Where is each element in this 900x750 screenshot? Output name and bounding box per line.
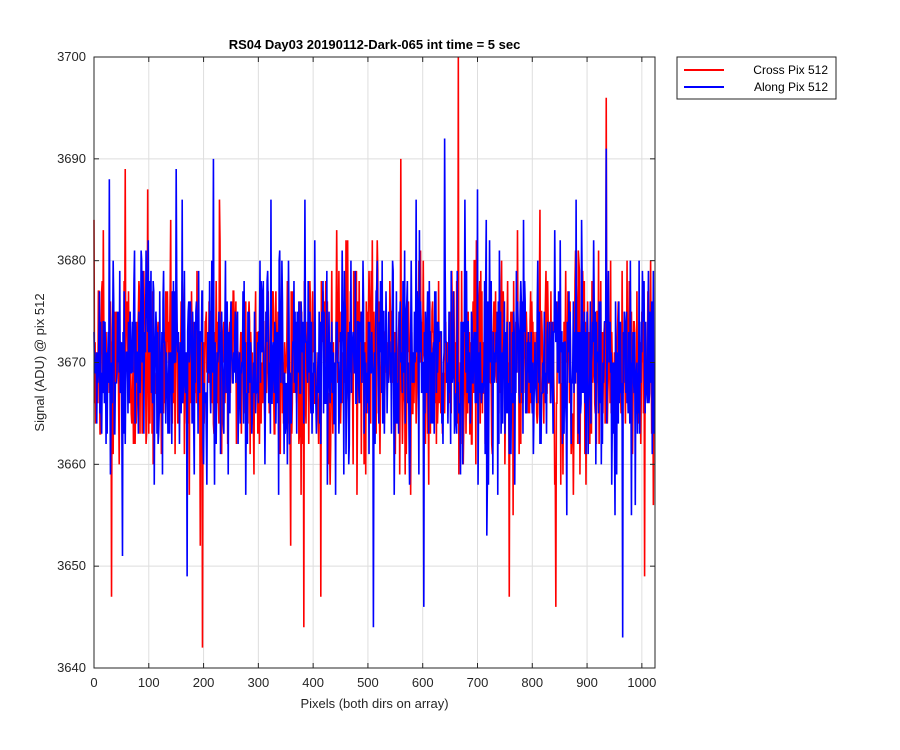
- y-tick-label: 3690: [57, 151, 86, 166]
- y-tick-label: 3670: [57, 355, 86, 370]
- x-tick-label: 1000: [627, 675, 656, 690]
- x-tick-label: 800: [521, 675, 543, 690]
- y-axis-label: Signal (ADU) @ pix 512: [32, 293, 47, 431]
- legend-box: [676, 56, 837, 100]
- series-line-along-pix-512: [93, 138, 656, 638]
- y-tick-label: 3650: [57, 558, 86, 573]
- series-layer: [93, 56, 656, 648]
- legend-label-along: Along Pix 512: [754, 80, 828, 94]
- x-tick-label: 500: [357, 675, 379, 690]
- x-axis-label: Pixels (both dirs on array): [300, 696, 448, 711]
- x-tick-label: 100: [138, 675, 160, 690]
- y-tick-label: 3640: [57, 660, 86, 675]
- x-tick-label: 900: [576, 675, 598, 690]
- x-tick-label: 0: [90, 675, 97, 690]
- x-tick-label: 200: [193, 675, 215, 690]
- legend-label-cross: Cross Pix 512: [753, 63, 828, 77]
- y-tick-label: 3680: [57, 253, 86, 268]
- x-tick-label: 600: [412, 675, 434, 690]
- x-tick-label: 400: [302, 675, 324, 690]
- legend: Cross Pix 512 Along Pix 512: [676, 56, 837, 100]
- plot-area: 0 100 200 300 400 500 600 700 800 900 1000 3640 3650…: [57, 49, 656, 690]
- ticks: 0 100 200 300 400 500 600 700 800 900 1000 3640 3650…: [57, 49, 656, 690]
- chart-title: RS04 Day03 20190112-Dark-065 int time = …: [229, 37, 521, 52]
- y-tick-label: 3660: [57, 456, 86, 471]
- y-tick-label: 3700: [57, 49, 86, 64]
- x-tick-label: 700: [467, 675, 489, 690]
- x-tick-label: 300: [248, 675, 270, 690]
